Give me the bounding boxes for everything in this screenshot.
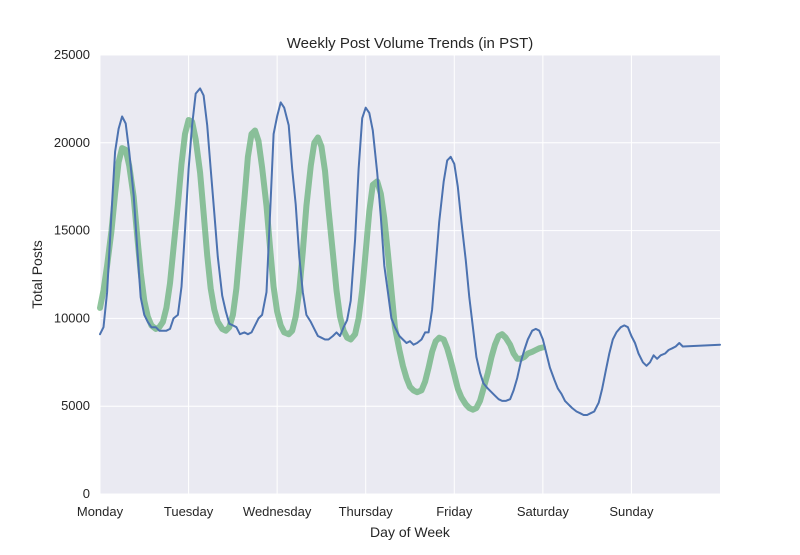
x-tick-label: Thursday bbox=[339, 504, 394, 519]
plot-area bbox=[100, 55, 720, 494]
x-tick-label: Saturday bbox=[517, 504, 570, 519]
y-tick-label: 5000 bbox=[61, 398, 90, 413]
x-tick-label: Monday bbox=[77, 504, 124, 519]
series-lines bbox=[97, 87, 721, 416]
series-line-smooth bbox=[97, 117, 546, 413]
y-tick-label: 25000 bbox=[54, 47, 90, 62]
x-tick-label: Wednesday bbox=[243, 504, 312, 519]
y-tick-label: 0 bbox=[83, 486, 90, 501]
y-tick-labels: 0 5000 10000 15000 20000 25000 bbox=[54, 47, 90, 501]
series-line-raw bbox=[99, 87, 721, 416]
x-axis-label: Day of Week bbox=[370, 524, 451, 540]
chart-title: Weekly Post Volume Trends (in PST) bbox=[287, 35, 533, 52]
x-tick-label: Sunday bbox=[609, 504, 654, 519]
y-tick-label: 10000 bbox=[54, 310, 90, 325]
y-tick-label: 15000 bbox=[54, 223, 90, 238]
y-tick-label: 20000 bbox=[54, 135, 90, 150]
x-tick-labels: Monday Tuesday Wednesday Thursday Friday Satu… bbox=[77, 504, 654, 519]
x-tick-label: Tuesday bbox=[164, 504, 214, 519]
x-tick-label: Friday bbox=[436, 504, 473, 519]
y-axis-label: Total Posts bbox=[29, 240, 45, 308]
